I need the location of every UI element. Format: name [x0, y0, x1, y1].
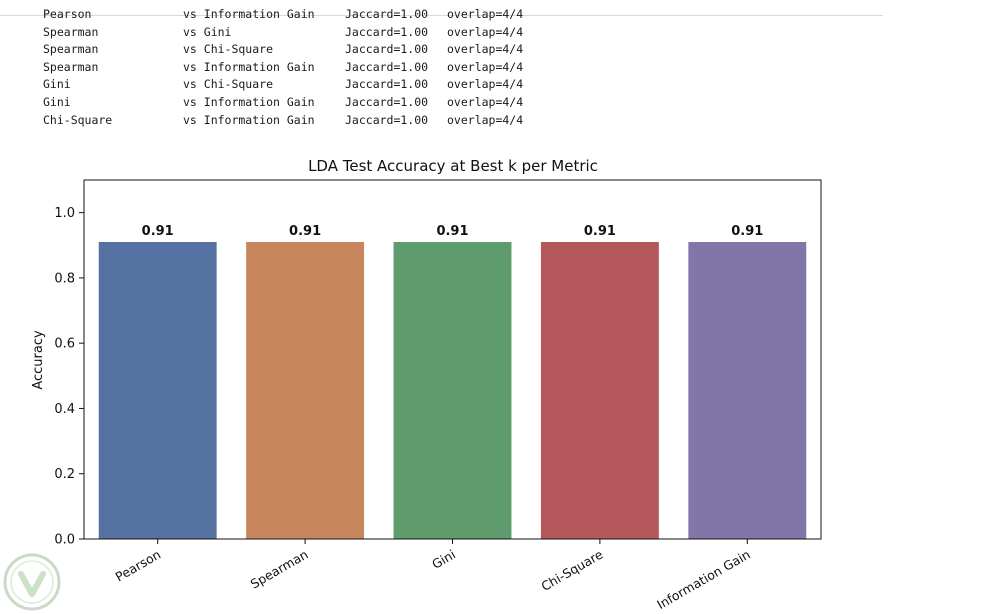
metric-b: vs Information Gain	[183, 59, 315, 74]
metric-a: Chi-Square	[43, 112, 113, 127]
metric-b: vs Information Gain	[183, 112, 315, 127]
bar	[393, 242, 512, 539]
jaccard-value: Jaccard=1.00	[345, 7, 429, 21]
metric-a: Spearman	[43, 59, 99, 74]
bar-value-label: 0.91	[142, 224, 174, 239]
overlap-value: overlap=4/4	[447, 112, 524, 127]
jaccard-value: Jaccard=1.00	[345, 59, 429, 74]
bar-value-label: 0.91	[731, 224, 763, 239]
metric-a: Spearman	[43, 42, 99, 57]
y-tick-label: 0.0	[54, 533, 75, 548]
bar-value-label: 0.91	[436, 224, 468, 239]
jaccard-value: Jaccard=1.00	[345, 42, 429, 57]
metric-b: vs Information Gain	[183, 94, 315, 109]
cell-divider	[0, 15, 883, 16]
y-tick-label: 0.8	[54, 271, 75, 286]
bar	[98, 242, 217, 539]
y-tick-label: 0.2	[54, 467, 75, 482]
bar	[246, 242, 365, 539]
jaccard-value: Jaccard=1.00	[345, 94, 429, 109]
metric-b: vs Gini	[183, 24, 232, 39]
jaccard-value: Jaccard=1.00	[345, 77, 429, 92]
x-tick-label: Chi-Square	[538, 546, 605, 593]
jaccard-value: Jaccard=1.00	[345, 112, 429, 127]
bar	[540, 242, 659, 539]
metric-b: vs Information Gain	[183, 7, 315, 21]
y-tick-label: 1.0	[54, 206, 75, 221]
plot-frame	[83, 179, 822, 540]
overlap-value: overlap=4/4	[447, 24, 524, 39]
overlap-value: overlap=4/4	[447, 59, 524, 74]
x-tick-label: Gini	[429, 547, 458, 572]
metric-b: vs Chi-Square	[183, 42, 274, 57]
x-tick-label: Information Gain	[654, 547, 753, 613]
y-tick-label: 0.6	[54, 337, 75, 352]
bar	[688, 242, 807, 539]
metric-b: vs Chi-Square	[183, 77, 274, 92]
bar-value-label: 0.91	[289, 224, 321, 239]
chart-title: LDA Test Accuracy at Best k per Metric	[308, 157, 598, 175]
bar-value-label: 0.91	[584, 224, 616, 239]
overlap-value: overlap=4/4	[447, 77, 524, 92]
metric-a: Gini	[43, 94, 71, 109]
metric-a: Pearson	[43, 7, 92, 21]
metric-a: Gini	[43, 77, 71, 92]
metric-a: Spearman	[43, 24, 99, 39]
overlap-value: overlap=4/4	[447, 7, 524, 21]
x-tick-label: Spearman	[248, 547, 311, 592]
y-axis-label: Accuracy	[31, 330, 46, 390]
overlap-value: overlap=4/4	[447, 42, 524, 57]
jaccard-value: Jaccard=1.00	[345, 24, 429, 39]
y-tick-label: 0.4	[54, 402, 75, 417]
watermark-logo	[3, 553, 61, 611]
overlap-value: overlap=4/4	[447, 94, 524, 109]
x-tick-label: Pearson	[113, 547, 164, 585]
